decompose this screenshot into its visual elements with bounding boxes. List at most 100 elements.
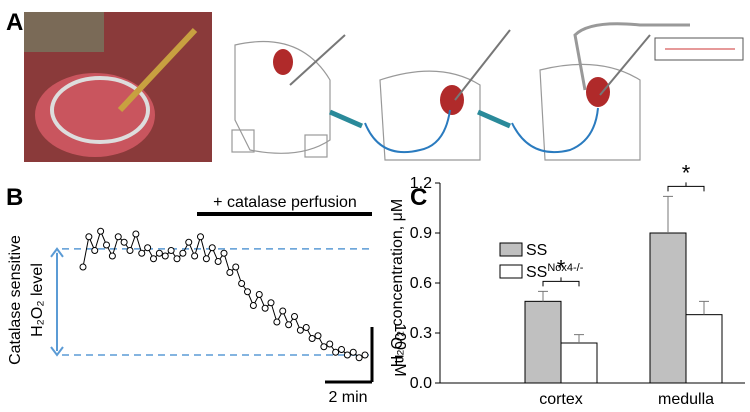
trace-point xyxy=(302,324,310,331)
trace-point xyxy=(97,227,105,235)
y-label: Catalase sensitive xyxy=(7,235,24,365)
trace-point xyxy=(349,348,357,356)
kidney-1 xyxy=(273,49,293,75)
rat-illustrations xyxy=(231,41,641,161)
y-tick-label: 0.6 xyxy=(410,275,432,292)
y-tick-label: 0.3 xyxy=(410,325,432,342)
trace-point xyxy=(296,326,304,334)
trace-point xyxy=(273,318,281,326)
photo-probe xyxy=(117,27,198,113)
legend-label: SSNox4-/- xyxy=(526,262,584,281)
photo-loop xyxy=(50,76,150,144)
trace-point xyxy=(279,307,287,315)
syringe xyxy=(328,109,364,129)
trace-point xyxy=(150,255,157,263)
trace-point xyxy=(155,249,163,257)
significance-bracket xyxy=(542,277,580,287)
error-bar xyxy=(538,290,548,302)
trace-point xyxy=(167,247,175,254)
panel-label: C xyxy=(410,184,427,211)
trace-point xyxy=(85,233,93,241)
trace-point xyxy=(332,348,340,356)
error-bar xyxy=(663,195,673,233)
legend-name: SS xyxy=(526,264,547,281)
trace-point xyxy=(267,299,275,307)
y-label: H₂O₂ level xyxy=(29,263,46,337)
trace-point xyxy=(238,280,246,287)
error-bar xyxy=(574,334,584,343)
trace-point xyxy=(197,233,204,241)
trace-point xyxy=(161,252,169,260)
trace-point xyxy=(361,351,369,359)
y-tick-label: 1.2 xyxy=(410,175,432,192)
trace-point xyxy=(326,340,334,348)
trace-point xyxy=(126,247,134,254)
trace-point xyxy=(214,258,222,265)
tube xyxy=(364,109,451,154)
bar xyxy=(560,342,598,384)
syringe xyxy=(476,109,512,129)
kidney-2 xyxy=(440,85,464,115)
kidney-3 xyxy=(586,77,610,107)
x-tick-label: medulla xyxy=(658,391,714,408)
trace-point xyxy=(220,249,228,257)
trace-point xyxy=(202,255,210,263)
trace-point xyxy=(314,332,322,340)
trace-point xyxy=(261,304,269,312)
panel-a-art xyxy=(24,12,744,162)
trace-point xyxy=(291,313,298,320)
significance-label: * xyxy=(557,255,566,280)
legend-label: SS xyxy=(526,242,547,259)
panel-label: A xyxy=(6,9,23,36)
trace-point xyxy=(285,321,293,329)
trace-point xyxy=(108,252,116,260)
trace-point xyxy=(208,244,216,252)
trace-point xyxy=(179,249,187,257)
panel-label: B xyxy=(6,184,23,211)
needle xyxy=(454,29,511,101)
trace-point xyxy=(338,346,345,353)
needle xyxy=(599,34,651,96)
bar xyxy=(524,300,562,384)
photo-bg xyxy=(24,12,104,52)
trace-point xyxy=(91,247,99,254)
trace-point xyxy=(114,233,122,241)
significance-bracket xyxy=(667,182,705,192)
trace-point xyxy=(244,288,251,296)
trace-point xyxy=(249,302,257,309)
trace-point xyxy=(355,354,363,362)
trace-point xyxy=(138,249,146,257)
trace-point xyxy=(144,244,152,252)
scalebar-x-label: 2 min xyxy=(328,389,367,406)
trace-point xyxy=(255,291,263,298)
trace-point xyxy=(320,343,328,351)
trace-point xyxy=(343,351,351,359)
legend-superscript: Nox4-/- xyxy=(547,262,583,274)
trace-point xyxy=(79,263,87,271)
legend-swatch xyxy=(499,264,523,279)
trace-point xyxy=(191,252,199,260)
y-label: H₂O₂ concentration, μM xyxy=(389,199,406,367)
trace-point xyxy=(185,238,193,246)
y-tick-label: 0.0 xyxy=(410,375,432,392)
bar xyxy=(649,232,687,384)
significance-label: * xyxy=(682,160,691,185)
trace-point xyxy=(132,230,140,238)
trace-point xyxy=(308,335,316,342)
legend-name: SS xyxy=(526,242,547,259)
y-tick-label: 0.9 xyxy=(410,225,432,242)
scalebar-y-label: 100 nM xyxy=(391,323,408,376)
bar xyxy=(685,314,723,384)
trace-point xyxy=(120,238,128,246)
tube xyxy=(511,107,599,154)
trace-point xyxy=(226,269,234,276)
arrow-head xyxy=(50,247,64,258)
x-tick-label: cortex xyxy=(539,391,583,408)
trace-point xyxy=(103,241,110,249)
annotation: + catalase perfusion xyxy=(213,194,357,211)
arrow-head xyxy=(50,346,64,357)
trace-point xyxy=(173,255,181,263)
error-bar xyxy=(699,300,709,315)
legend-swatch xyxy=(499,242,523,257)
